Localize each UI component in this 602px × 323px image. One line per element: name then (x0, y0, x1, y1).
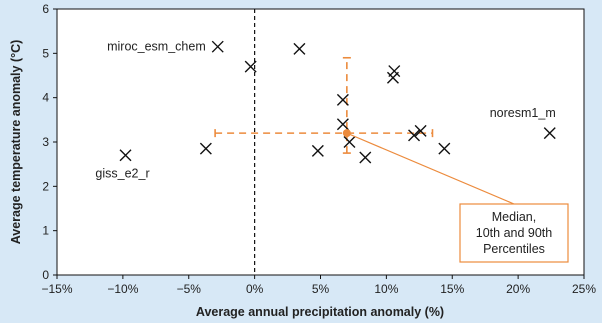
data-point-marker (244, 60, 257, 73)
x-axis-ticks: −15% −10% −5% 0% 5% 10% 15% 20% 25% (41, 275, 596, 296)
data-point-marker (211, 40, 224, 53)
data-point-marker (359, 151, 372, 164)
data-point-marker (386, 71, 399, 84)
x-axis-title: Average annual precipitation anomaly (%) (196, 305, 444, 319)
data-point-marker (414, 124, 427, 137)
callout-line-2: 10th and 90th (476, 226, 553, 240)
data-point-marker (199, 142, 212, 155)
x-tick-label: 5% (312, 282, 330, 296)
point-label: giss_e2_r (95, 166, 149, 180)
x-tick-label: 15% (440, 282, 464, 296)
data-point-marker (311, 144, 324, 157)
callout-line-3: Percentiles (483, 242, 545, 256)
y-tick-label: 5 (42, 46, 49, 60)
x-tick-label: −10% (107, 282, 138, 296)
x-tick-label: 10% (374, 282, 398, 296)
data-point-marker (293, 42, 306, 55)
data-point-marker (336, 93, 349, 106)
y-axis-ticks: 0 1 2 3 4 5 6 (42, 2, 57, 282)
y-axis-title: Average temperature anomaly (°C) (9, 40, 23, 245)
y-tick-label: 3 (42, 135, 49, 149)
y-tick-label: 1 (42, 224, 49, 238)
x-tick-label: 25% (572, 282, 596, 296)
data-points (119, 40, 556, 164)
percentile-bars (214, 56, 434, 154)
data-point-marker (343, 136, 356, 148)
point-label: noresm1_m (490, 106, 556, 120)
data-point-marker (119, 149, 132, 162)
point-label: miroc_esm_chem (107, 40, 206, 54)
data-point-marker (438, 142, 451, 155)
callout-leader-line (346, 132, 515, 205)
y-tick-label: 4 (42, 91, 49, 105)
point-labels: giss_e2_r miroc_esm_chem noresm1_m (95, 40, 555, 181)
x-tick-label: 20% (506, 282, 530, 296)
data-point-marker (543, 127, 556, 140)
y-tick-label: 6 (42, 2, 49, 16)
x-tick-label: −5% (177, 282, 202, 296)
callout-line-1: Median, (492, 210, 536, 224)
data-point-marker (336, 118, 349, 131)
callout-box (459, 203, 569, 263)
x-tick-label: 0% (246, 282, 264, 296)
y-tick-label: 0 (42, 268, 49, 282)
data-point-marker (408, 129, 421, 142)
y-tick-label: 2 (42, 179, 49, 193)
x-tick-label: −15% (41, 282, 72, 296)
